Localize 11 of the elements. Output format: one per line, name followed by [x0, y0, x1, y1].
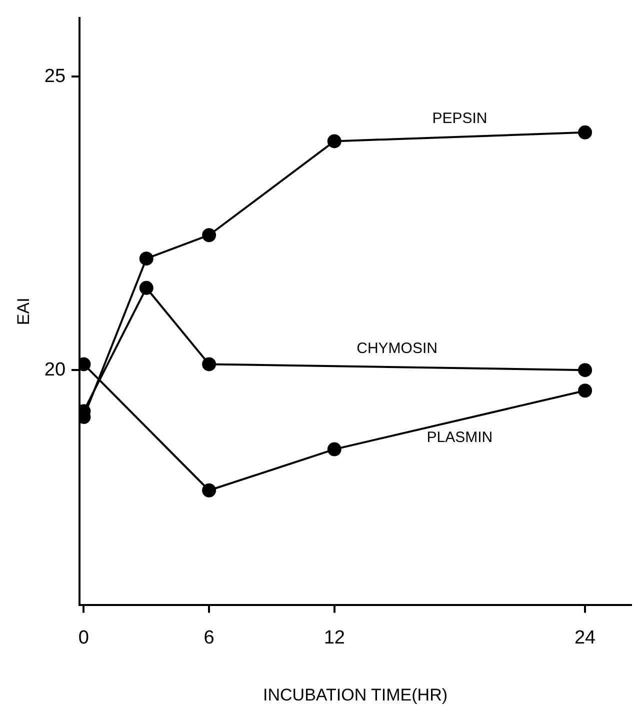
x-tick-label: 6 — [204, 627, 214, 648]
y-tick-label: 25 — [44, 66, 66, 87]
series-label: CHYMOSIN — [356, 340, 438, 358]
x-tick-label: 24 — [574, 627, 596, 648]
y-axis-title: EAI — [14, 298, 33, 326]
series-label: PLASMIN — [426, 428, 493, 446]
series-label: PEPSIN — [432, 110, 488, 127]
x-tick-label: 0 — [78, 627, 89, 648]
x-axis-title: INCUBATION TIME(HR) — [263, 685, 448, 704]
x-tick-label: 12 — [324, 627, 345, 648]
y-tick-label: 20 — [44, 359, 66, 380]
